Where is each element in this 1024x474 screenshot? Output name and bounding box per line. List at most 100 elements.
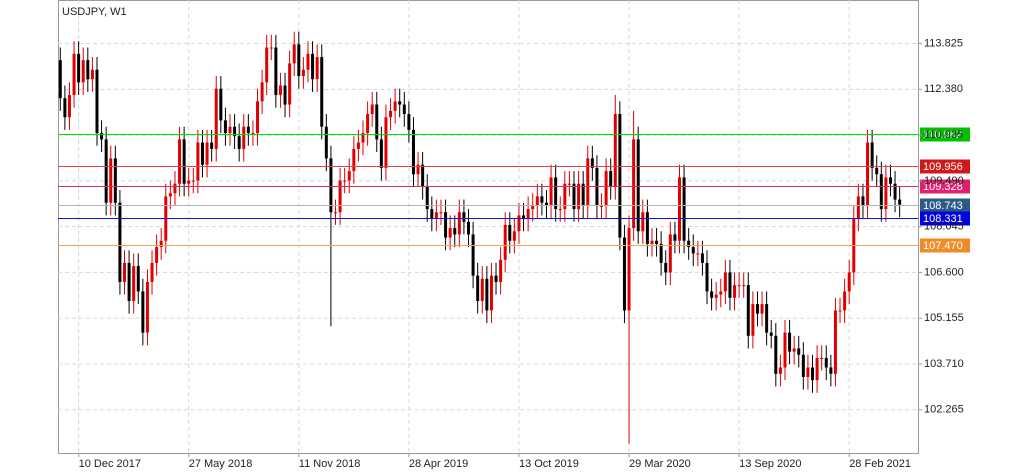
level-label: 109.956 bbox=[923, 161, 963, 173]
candle-body bbox=[72, 53, 76, 96]
candle-body bbox=[719, 291, 723, 295]
candle-body bbox=[494, 275, 498, 282]
candle-body bbox=[797, 348, 801, 355]
candle-body bbox=[141, 291, 145, 333]
candle-body bbox=[200, 142, 204, 165]
candle-body bbox=[677, 177, 681, 241]
candle-body bbox=[256, 101, 260, 134]
candle-body bbox=[283, 85, 287, 105]
candle-body bbox=[888, 177, 892, 184]
candle-body bbox=[104, 139, 108, 203]
candle-body bbox=[811, 367, 815, 381]
level-label-box bbox=[920, 127, 970, 142]
candle-body bbox=[439, 212, 443, 214]
candle-body bbox=[700, 253, 704, 263]
candle-body bbox=[118, 202, 122, 282]
candle-body bbox=[856, 196, 860, 219]
candle-body bbox=[320, 57, 324, 127]
candle-body bbox=[260, 82, 264, 102]
candle-body bbox=[540, 196, 544, 203]
candle-body bbox=[769, 332, 773, 336]
candle-body bbox=[77, 53, 81, 83]
y-tick-label: 108.045 bbox=[924, 221, 964, 233]
candle-body bbox=[778, 367, 782, 374]
x-tick-label: 11 Nov 2018 bbox=[299, 458, 361, 470]
candle-body bbox=[457, 212, 461, 235]
level-label: 108.743 bbox=[923, 200, 963, 212]
candle-body bbox=[710, 291, 714, 298]
candle-body bbox=[448, 228, 452, 238]
candle-body bbox=[627, 228, 631, 311]
candle-body bbox=[512, 231, 516, 241]
candle-body bbox=[155, 247, 159, 263]
candle-body bbox=[485, 278, 489, 311]
candle-body bbox=[843, 291, 847, 311]
candle-body bbox=[425, 186, 429, 210]
candle-body bbox=[820, 357, 824, 359]
candle-body bbox=[898, 199, 902, 205]
candle-body bbox=[563, 183, 567, 210]
candle-body bbox=[687, 240, 691, 248]
y-tick-label: 109.490 bbox=[924, 175, 964, 187]
candle-body bbox=[503, 224, 507, 260]
candle-body bbox=[622, 237, 626, 311]
candle-body bbox=[522, 215, 526, 219]
candle-body bbox=[760, 304, 764, 314]
candle-body bbox=[714, 294, 718, 298]
candle-body bbox=[242, 126, 246, 149]
candle-body bbox=[480, 278, 484, 301]
candle-body bbox=[508, 224, 512, 241]
y-tick-label: 110.935 bbox=[924, 129, 963, 141]
candle-body bbox=[806, 367, 810, 377]
candle-body bbox=[366, 114, 370, 134]
candle-body bbox=[801, 354, 805, 377]
candle-body bbox=[421, 164, 425, 187]
candle-body bbox=[159, 240, 163, 248]
level-label: 109.328 bbox=[923, 181, 963, 193]
candle-body bbox=[370, 104, 374, 115]
candle-body bbox=[765, 304, 769, 333]
x-tick-label: 13 Sep 2020 bbox=[739, 458, 801, 470]
candle-body bbox=[210, 142, 214, 149]
candle-body bbox=[352, 148, 356, 172]
candle-body bbox=[884, 177, 888, 210]
x-tick-label: 28 Apr 2019 bbox=[409, 458, 468, 470]
candle-body bbox=[95, 69, 99, 134]
candle-body bbox=[90, 69, 94, 80]
candle-body bbox=[632, 139, 636, 229]
candle-body bbox=[123, 262, 127, 282]
candle-body bbox=[389, 110, 393, 118]
candle-body bbox=[755, 304, 759, 314]
candle-body bbox=[467, 221, 471, 235]
candle-body bbox=[893, 183, 897, 200]
candle-body bbox=[361, 133, 365, 143]
level-label-box bbox=[920, 179, 970, 194]
x-tick-label: 10 Dec 2017 bbox=[79, 458, 141, 470]
candle-body bbox=[742, 285, 746, 287]
candle-body bbox=[558, 209, 562, 211]
candle-body bbox=[430, 209, 434, 219]
candle-body bbox=[311, 53, 315, 80]
candle-body bbox=[453, 228, 457, 235]
candle-body bbox=[567, 183, 571, 185]
candle-body bbox=[86, 60, 90, 80]
candle-body bbox=[733, 285, 737, 298]
candle-body bbox=[324, 126, 328, 159]
candle-body bbox=[251, 133, 255, 135]
candle-body bbox=[544, 202, 548, 206]
candle-body bbox=[641, 212, 645, 232]
candle-body bbox=[269, 47, 273, 49]
candle-body bbox=[526, 209, 530, 219]
y-tick-label: 112.380 bbox=[924, 83, 963, 95]
candle-body bbox=[815, 357, 819, 381]
candle-body bbox=[333, 212, 337, 214]
candle-body bbox=[645, 212, 649, 244]
candle-body bbox=[187, 180, 191, 184]
candle-body bbox=[696, 253, 700, 255]
candle-body bbox=[246, 126, 250, 134]
candle-body bbox=[600, 205, 604, 207]
candle-body bbox=[705, 262, 709, 292]
y-tick-label: 102.265 bbox=[924, 404, 964, 416]
candle-body bbox=[223, 120, 227, 134]
